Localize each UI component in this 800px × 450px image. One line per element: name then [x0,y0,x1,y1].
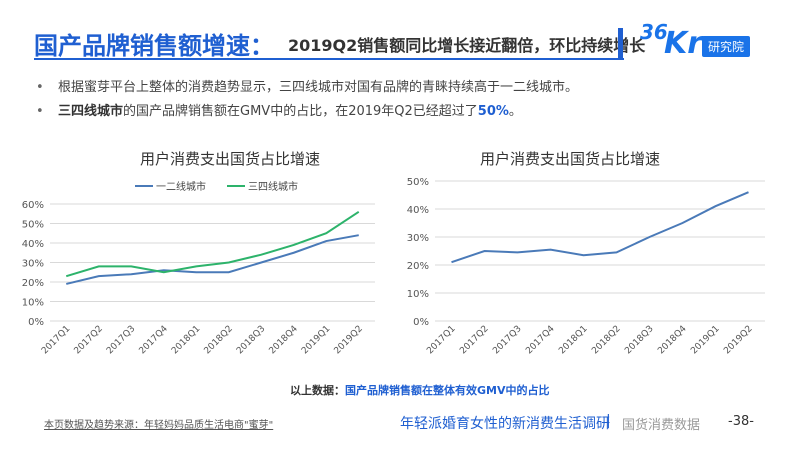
logo-36: 36 [640,20,668,44]
y-tick-label: 10% [407,289,429,300]
y-tick-label: 20% [22,278,44,289]
y-tick-label: 50% [407,177,429,188]
series-line-2 [65,210,360,278]
x-tick-label: 2018Q3 [235,324,267,356]
x-tick-label: 2017Q4 [524,324,557,357]
x-tick-label: 2018Q4 [656,324,689,357]
legend-label: 一二线城市 [156,180,206,193]
bullet-list: • 根据蜜芽平台上整体的消费趋势显示，三四线城市对国有品牌的青睐持续高于一二线城… [36,78,776,126]
chart-2-title: 用户消费支出国货占比增速 [479,150,660,168]
y-tick-label: 40% [407,205,429,216]
x-tick-label: 2018Q1 [170,324,202,356]
report-section: 国货消费数据 [622,418,701,433]
page-subtitle: 2019Q2销售额同比增长接近翻倍，环比持续增长 [288,36,646,55]
x-tick-label: 2018Q3 [623,324,655,356]
title-row: 国产品牌销售额增速： 2019Q2销售额同比增长接近翻倍，环比持续增长 [20,22,645,60]
chart-2: 0% 10% 20% 30% 40% 50% 2017Q1 2017Q2 2017Q3 2017Q… [407,177,765,357]
page-title: 国产品牌销售额增速： [34,32,274,60]
bullet-bold-text: 三四线城市 [58,104,124,119]
title-underline [34,58,624,60]
footnote-highlight: 国产品牌销售额在整体有效GMV中的占比 [345,384,550,397]
logo-kr: Kr [664,26,703,61]
brand-logo: 36 Kr 研究院 [640,20,770,61]
x-tick-label: 2017Q2 [458,324,490,356]
y-tick-label: 0% [413,317,429,328]
y-tick-label: 60% [22,200,44,211]
x-tick-label: 2019Q1 [300,324,332,356]
bullet-dot-icon: • [36,80,44,95]
legend-label: 三四线城市 [248,180,298,193]
y-tick-label: 10% [22,298,44,309]
footnote-prefix: 以上数据： [290,384,345,397]
x-tick-label: 2019Q2 [333,324,365,356]
x-tick-label: 2019Q2 [722,324,754,356]
title-accent-bar [618,28,623,58]
x-tick-label: 2017Q3 [105,324,137,356]
x-tick-label: 2017Q2 [73,324,105,356]
y-tick-label: 0% [28,317,44,328]
chart-1-title: 用户消费支出国货占比增速 [139,150,320,168]
x-tick-label: 2018Q2 [590,324,622,356]
x-tick-label: 2018Q4 [268,324,301,357]
bullet-highlight-value: 50% [477,104,509,119]
y-tick-label: 30% [407,233,429,244]
x-tick-label: 2019Q1 [689,324,721,356]
footnote: 以上数据：国产品牌销售额在整体有效GMV中的占比 [290,382,550,398]
x-tick-label: 2017Q3 [491,324,523,356]
x-tick-label: 2017Q1 [425,324,457,356]
series-line-1 [66,234,359,285]
bullet-item-1: • 根据蜜芽平台上整体的消费趋势显示，三四线城市对国有品牌的青睐持续高于一二线城… [36,78,776,102]
x-tick-label: 2017Q4 [138,324,171,357]
report-title: 年轻派婚育女性的新消费生活调研 [400,416,610,432]
page-number: -38- [728,414,754,429]
y-tick-label: 40% [22,239,44,250]
logo-tag: 研究院 [702,36,751,57]
y-tick-label: 20% [407,261,429,272]
bullet-text: 的国产品牌销售额在GMV中的占比，在2019年Q2已经超过了 [123,104,478,119]
series-line-1 [451,191,749,264]
x-tick-label: 2017Q1 [40,324,72,356]
bullet-dot-icon: • [36,104,44,119]
bullet-item-2: • 三四线城市的国产品牌销售额在GMV中的占比，在2019年Q2已经超过了50%… [36,102,776,126]
y-tick-label: 50% [22,220,44,231]
chart-1: 0%10%20%30%40%50%60%2017Q1 2017Q2 2017Q3 20… [22,180,375,357]
x-tick-label: 2018Q2 [203,324,235,356]
bullet-text: 根据蜜芽平台上整体的消费趋势显示，三四线城市对国有品牌的青睐持续高于一二线城市。 [58,80,579,95]
source-note: 本页数据及趋势来源：年轻妈妈品质生活电商"蜜芽" [44,420,274,431]
footer-separator: | [606,413,611,429]
bullet-text-end: 。 [508,104,522,119]
y-tick-label: 30% [22,259,44,270]
x-tick-label: 2018Q1 [557,324,589,356]
